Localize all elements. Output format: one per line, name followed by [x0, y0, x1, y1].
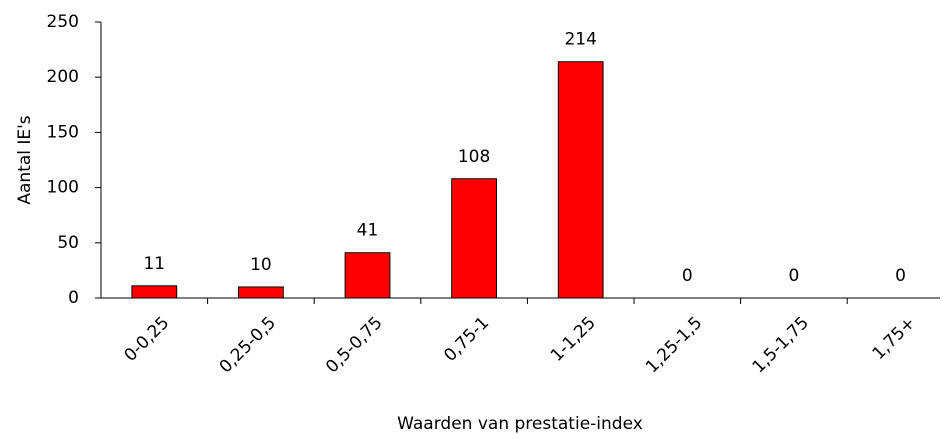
x-tick-label: 0-0,25	[120, 313, 173, 366]
data-label: 41	[357, 221, 379, 241]
x-tick-label: 0,25-0,5	[216, 313, 280, 377]
data-label: 0	[788, 266, 799, 286]
data-label: 0	[682, 266, 693, 286]
bar	[344, 252, 391, 299]
y-axis-label: Aantal IE's	[15, 115, 35, 204]
x-tick-label: 1,25-1,5	[642, 313, 706, 377]
bar	[238, 286, 284, 299]
x-tick-label: 1,5-1,75	[749, 313, 813, 377]
y-tick-label: 150	[47, 122, 79, 142]
bar	[131, 285, 178, 299]
data-label: 108	[458, 147, 490, 167]
bar	[451, 178, 497, 299]
data-label: 10	[250, 255, 272, 275]
data-label: 11	[143, 254, 165, 274]
y-tick-label: 100	[47, 178, 79, 198]
bar	[557, 61, 604, 299]
x-axis-label: Waarden van prestatie-index	[397, 414, 643, 434]
data-label: 214	[564, 30, 596, 50]
y-tick-label: 200	[47, 67, 79, 87]
y-tick-label: 250	[47, 12, 79, 32]
x-tick-label: 0,5-0,75	[322, 313, 386, 377]
x-tick-label: 0,75-1	[440, 313, 493, 366]
data-label: 0	[895, 266, 906, 286]
y-tick-label: 50	[57, 233, 79, 253]
y-tick-label: 0	[68, 288, 79, 308]
x-tick-label: 1-1,25	[547, 313, 600, 366]
x-tick-label: 1,75+	[869, 313, 920, 364]
